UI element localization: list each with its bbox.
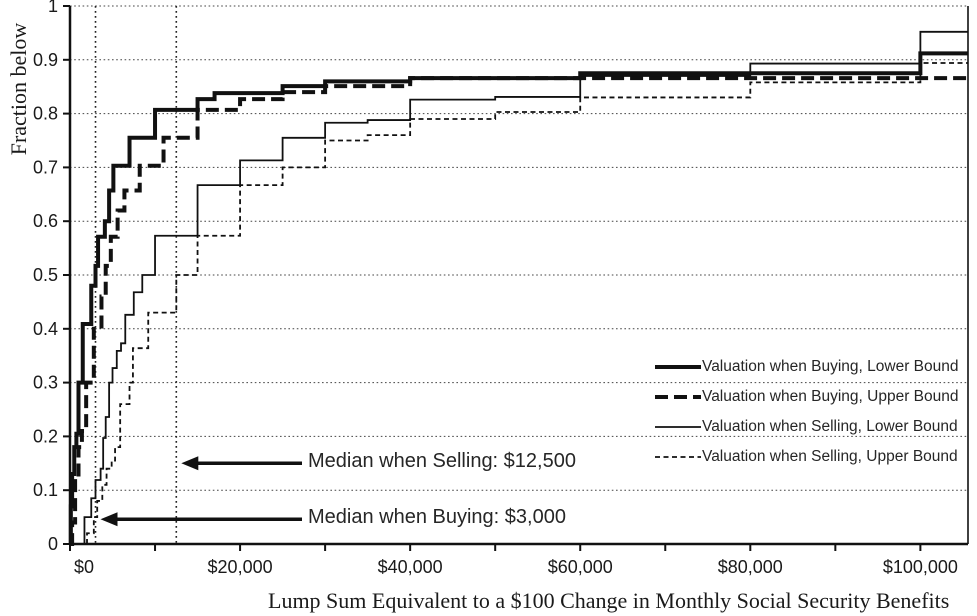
- series-thin-solid: [70, 30, 968, 545]
- y-tick-label: 0.2: [33, 426, 58, 446]
- y-tick-label: 1: [48, 0, 58, 16]
- legend-marker-thick-solid: [655, 365, 701, 369]
- x-axis-title: Lump Sum Equivalent to a $100 Change in …: [268, 588, 950, 613]
- y-tick-label: 0.8: [33, 104, 58, 124]
- legend-marker-thick-dashed: [655, 395, 701, 399]
- legend-label: Valuation when Selling, Lower Bound: [702, 418, 958, 435]
- y-tick-label: 0.5: [33, 265, 58, 285]
- y-axis-title: Fraction below: [6, 22, 31, 156]
- y-tick-label: 0.3: [33, 373, 58, 393]
- legend-label: Valuation when Selling, Upper Bound: [702, 448, 958, 465]
- series-thick-solid: [68, 51, 968, 546]
- x-tick-label: $80,000: [718, 557, 783, 577]
- annotation-arrow-head: [100, 512, 118, 527]
- y-tick-label: 0.9: [33, 50, 58, 70]
- median-selling-annotation: Median when Selling: $12,500: [308, 450, 576, 472]
- legend: Valuation when Buying, Lower Bound Valuat…: [654, 352, 959, 472]
- x-tick-label: $0: [74, 557, 94, 577]
- legend-item: Valuation when Buying, Lower Bound: [654, 352, 959, 382]
- legend-item: Valuation when Selling, Lower Bound: [654, 412, 959, 442]
- median-buying-annotation: Median when Buying: $3,000: [308, 506, 566, 528]
- y-tick-label: 0.1: [33, 480, 58, 500]
- x-tick-label: $20,000: [208, 557, 273, 577]
- x-tick-label: $100,000: [883, 557, 958, 577]
- legend-label: Valuation when Buying, Upper Bound: [702, 388, 959, 405]
- y-tick-label: 0: [48, 534, 58, 554]
- series-thick-dashed: [70, 76, 968, 546]
- legend-label: Valuation when Buying, Lower Bound: [702, 358, 959, 375]
- series-thin-dashed: [70, 62, 968, 545]
- x-tick-label: $60,000: [548, 557, 613, 577]
- y-tick-label: 0.6: [33, 211, 58, 231]
- legend-marker-thin-dashed: [655, 456, 701, 458]
- legend-marker-thin-solid: [655, 426, 701, 428]
- x-tick-label: $40,000: [378, 557, 443, 577]
- legend-item: Valuation when Buying, Upper Bound: [654, 382, 959, 412]
- y-tick-label: 0.7: [33, 157, 58, 177]
- annotation-arrow-head: [181, 456, 199, 471]
- legend-item: Valuation when Selling, Upper Bound: [654, 442, 959, 472]
- y-tick-label: 0.4: [33, 319, 58, 339]
